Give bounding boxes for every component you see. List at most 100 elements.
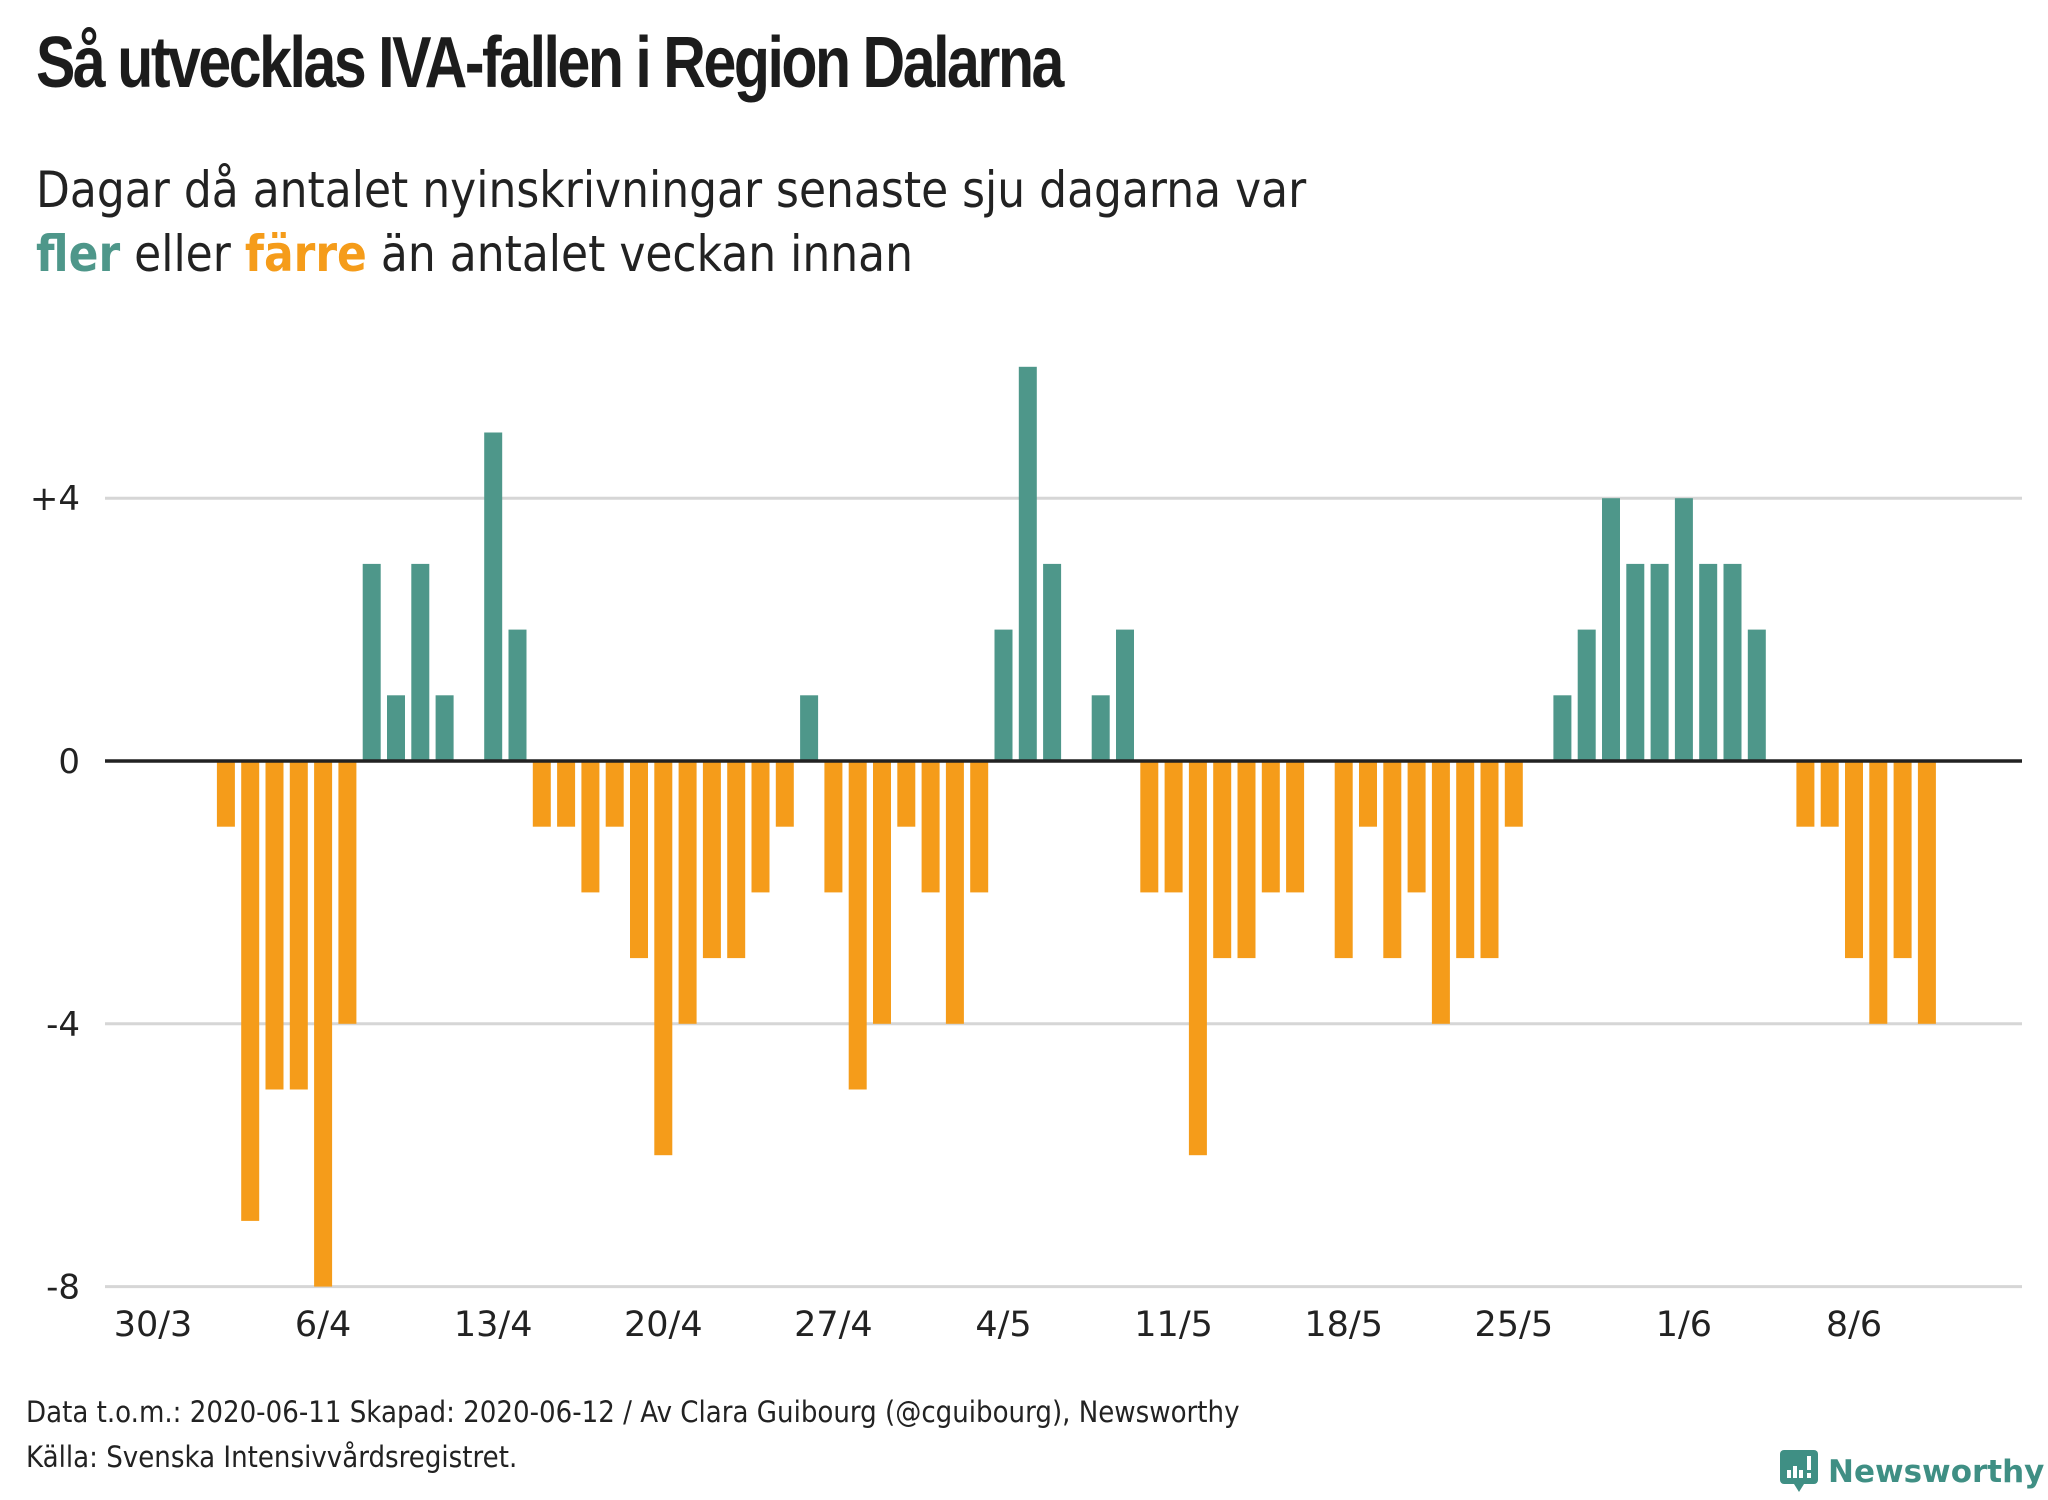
bar-16-5 — [1286, 761, 1305, 893]
footer: Data t.o.m.: 2020-06-11 Skapad: 2020-06-… — [26, 1390, 1240, 1480]
bar-9-6 — [1869, 761, 1888, 1024]
bar-2-4 — [216, 761, 235, 827]
gridlines — [105, 496, 2022, 1289]
x-tick-label: 27/4 — [794, 1305, 873, 1345]
bar-14-5 — [1237, 761, 1256, 959]
x-tick-label: 20/4 — [624, 1305, 703, 1345]
bar-19-5 — [1359, 761, 1377, 827]
y-axis-labels: +4 0 -4 -8 — [30, 479, 80, 1307]
chart-subtitle: Dagar då antalet nyinskrivningar senaste… — [36, 158, 1306, 286]
bar-6-6 — [1796, 761, 1815, 827]
bar-9-4 — [387, 695, 405, 761]
bar-23-5 — [1456, 761, 1475, 959]
subtitle-or: eller — [120, 225, 245, 283]
subtitle-line-2: fler eller färre än antalet veckan innan — [36, 222, 1306, 286]
x-tick-label: 25/5 — [1474, 1305, 1553, 1345]
newsworthy-logo: Newsworthy — [1780, 1450, 2044, 1494]
bar-29-5 — [1602, 498, 1620, 761]
bar-24-4 — [751, 761, 770, 893]
newsworthy-logo-text: Newsworthy — [1828, 1454, 2045, 1490]
bar-15-5 — [1261, 761, 1280, 893]
bar-27-4 — [824, 761, 843, 893]
bar-3-6 — [1723, 563, 1742, 761]
bar-10-5 — [1140, 761, 1159, 893]
x-tick-label: 4/5 — [975, 1305, 1031, 1345]
y-tick-label: -4 — [46, 1005, 80, 1045]
bar-30-4 — [897, 761, 916, 827]
x-tick-label: 30/3 — [114, 1305, 193, 1345]
bar-8-6 — [1845, 761, 1863, 959]
footer-credits: Data t.o.m.: 2020-06-11 Skapad: 2020-06-… — [26, 1395, 1240, 1429]
bar-10-4 — [411, 563, 430, 761]
bar-3-5 — [970, 761, 989, 893]
bar-23-4 — [727, 761, 746, 959]
bar-4-5 — [994, 629, 1013, 761]
bar-18-4 — [605, 761, 624, 827]
legend-more: fler — [36, 225, 121, 283]
bar-16-4 — [557, 761, 576, 827]
footer-source: Källa: Svenska Intensivvårdsregistret. — [26, 1440, 518, 1474]
chart-title: Så utvecklas IVA-fallen i Region Dalarna — [36, 23, 1064, 103]
bar-13-5 — [1213, 761, 1232, 959]
bar-5-5 — [1018, 366, 1037, 761]
bar-20-4 — [654, 761, 673, 1156]
bar-8-5 — [1091, 695, 1110, 761]
bar-11-5 — [1164, 761, 1183, 893]
bar-28-5 — [1577, 629, 1596, 761]
bars — [216, 366, 1936, 1287]
x-tick-label: 8/6 — [1826, 1305, 1882, 1345]
bar-21-4 — [678, 761, 697, 1024]
bar-19-4 — [630, 761, 648, 959]
bar-2-6 — [1699, 563, 1718, 761]
bar-7-6 — [1820, 761, 1839, 827]
bar-7-4 — [338, 761, 357, 1024]
bar-6-4 — [314, 761, 333, 1287]
bar-20-5 — [1383, 761, 1402, 959]
bar-30-5 — [1626, 563, 1645, 761]
x-tick-label: 18/5 — [1304, 1305, 1383, 1345]
bar-9-5 — [1116, 629, 1134, 761]
bar-22-4 — [702, 761, 721, 959]
bar-1-6 — [1674, 498, 1693, 761]
bar-22-5 — [1431, 761, 1450, 1024]
x-tick-label: 1/6 — [1656, 1305, 1712, 1345]
bar-4-6 — [1747, 629, 1766, 761]
bar-3-4 — [241, 761, 260, 1221]
bar-12-5 — [1188, 761, 1207, 1156]
legend-fewer: färre — [244, 225, 367, 283]
bar-25-4 — [775, 761, 794, 827]
bar-15-4 — [532, 761, 551, 827]
bar-26-4 — [800, 695, 819, 761]
bar-29-4 — [873, 761, 891, 1024]
y-tick-label: +4 — [30, 479, 80, 519]
bar-18-5 — [1334, 761, 1353, 959]
y-tick-label: 0 — [58, 742, 80, 782]
subtitle-line-1: Dagar då antalet nyinskrivningar senaste… — [36, 161, 1307, 219]
bar-27-5 — [1553, 695, 1572, 761]
x-tick-label: 6/4 — [295, 1305, 351, 1345]
bar-14-4 — [508, 629, 527, 761]
bar-6-5 — [1043, 563, 1062, 761]
bar-17-4 — [581, 761, 600, 893]
bar-24-5 — [1480, 761, 1499, 959]
bar-25-5 — [1504, 761, 1523, 827]
bar-2-5 — [945, 761, 964, 1024]
bar-chart: +4 0 -4 -8 30/3 6/4 13/4 20/4 27/4 4/5 11/5 18/5 25… — [30, 366, 2022, 1345]
x-tick-label: 11/5 — [1134, 1305, 1213, 1345]
y-tick-label: -8 — [46, 1268, 80, 1308]
x-axis-labels: 30/3 6/4 13/4 20/4 27/4 4/5 11/5 18/5 25/5 1/6 8/6 — [114, 1305, 1882, 1345]
x-tick-label: 13/4 — [454, 1305, 533, 1345]
bar-28-4 — [848, 761, 867, 1090]
bar-1-5 — [921, 761, 940, 893]
bar-21-5 — [1407, 761, 1426, 893]
bar-4-4 — [265, 761, 284, 1090]
bar-10-6 — [1893, 761, 1912, 959]
bar-13-4 — [484, 432, 503, 761]
bar-31-5 — [1650, 563, 1669, 761]
bar-5-4 — [289, 761, 308, 1090]
bar-8-4 — [362, 563, 381, 761]
bar-11-6 — [1917, 761, 1936, 1024]
bar-11-4 — [435, 695, 454, 761]
newsworthy-logo-icon — [1780, 1450, 1818, 1492]
subtitle-rest: än antalet veckan innan — [366, 225, 914, 283]
